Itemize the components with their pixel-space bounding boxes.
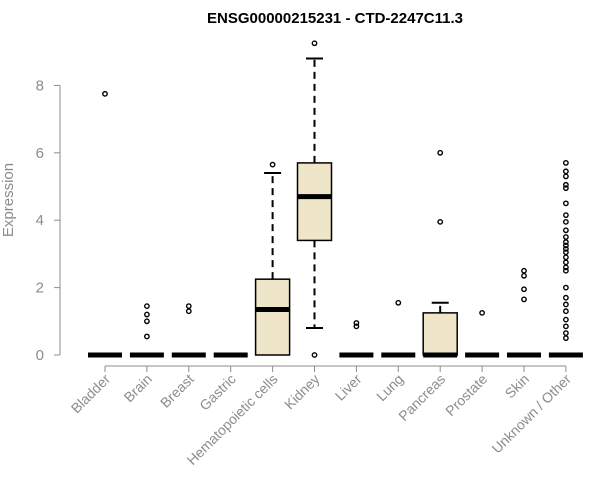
x-tick-label: Prostate xyxy=(442,371,490,419)
box-group xyxy=(422,149,458,358)
x-tick-label: Pancreas xyxy=(395,371,448,424)
outlier-point xyxy=(521,286,527,293)
box-group xyxy=(296,40,333,358)
outlier-point xyxy=(521,267,527,274)
outlier-point xyxy=(563,254,569,261)
outlier-point xyxy=(311,352,318,358)
box-group xyxy=(339,320,374,358)
outlier-point xyxy=(353,323,360,330)
outlier-point xyxy=(353,320,360,326)
outlier-point xyxy=(563,330,569,336)
x-tick-label: Breast xyxy=(157,371,197,411)
outlier-point xyxy=(563,323,569,330)
outlier-point xyxy=(479,309,485,316)
outlier-point xyxy=(521,272,527,279)
outlier-point xyxy=(269,161,276,168)
outlier-point xyxy=(563,335,569,342)
box-group xyxy=(507,267,541,358)
outlier-point xyxy=(563,234,569,240)
outlier-point xyxy=(563,242,569,249)
outlier-point xyxy=(437,149,444,156)
outlier-point xyxy=(563,245,569,252)
outlier-point xyxy=(437,218,444,225)
outlier-point xyxy=(143,333,150,340)
outlier-point xyxy=(185,303,192,310)
y-tick-label: 4 xyxy=(36,212,44,229)
outlier-point xyxy=(563,284,569,291)
outlier-point xyxy=(563,218,569,225)
y-axis-label: Expression xyxy=(0,163,17,237)
outlier-point xyxy=(143,311,150,318)
box-group xyxy=(171,303,206,358)
y-axis: 0 2 4 6 8 xyxy=(36,77,61,364)
outlier-point xyxy=(563,249,569,256)
outlier-point xyxy=(563,267,569,274)
outlier-point xyxy=(563,294,569,301)
outlier-point xyxy=(563,316,569,323)
outlier-point xyxy=(563,181,569,188)
box-group xyxy=(548,160,583,358)
outlier-point xyxy=(563,212,569,219)
outlier-point xyxy=(563,227,569,234)
outlier-point xyxy=(563,173,569,180)
outlier-point xyxy=(102,90,108,97)
outlier-point xyxy=(143,318,150,325)
y-tick-label: 6 xyxy=(36,145,44,162)
y-tick-label: 2 xyxy=(36,280,44,297)
outlier-point xyxy=(185,308,192,315)
outlier-point xyxy=(143,303,150,310)
box-group xyxy=(465,309,500,358)
x-tick-label: Kidney xyxy=(281,371,323,413)
plot-area xyxy=(88,40,583,358)
y-tick-label: 0 xyxy=(36,347,44,364)
outlier-point xyxy=(563,239,569,246)
x-tick-label: Skin xyxy=(502,371,533,402)
outlier-point xyxy=(563,185,569,192)
chart-title: ENSG00000215231 - CTD-2247C11.3 xyxy=(207,10,463,27)
outlier-point xyxy=(563,301,569,308)
x-tick-label: Liver xyxy=(332,371,365,404)
x-tick-label: Bladder xyxy=(68,371,114,417)
box xyxy=(254,278,291,356)
box-group xyxy=(88,90,122,358)
x-tick-label: Lung xyxy=(373,371,406,404)
box-group xyxy=(381,299,416,358)
outlier-point xyxy=(563,200,569,207)
outlier-point xyxy=(563,308,569,315)
outlier-point xyxy=(395,299,402,306)
x-tick-label: Unknown / Other xyxy=(488,371,574,457)
outlier-point xyxy=(563,259,569,266)
y-tick-label: 8 xyxy=(36,77,44,94)
box-group xyxy=(254,161,291,356)
outlier-point xyxy=(563,168,569,175)
outlier-point xyxy=(563,160,569,166)
outlier-point xyxy=(311,40,318,47)
outlier-point xyxy=(521,296,527,303)
x-tick-label: Brain xyxy=(121,371,155,405)
box xyxy=(422,312,458,356)
box xyxy=(296,162,333,242)
outlier-point xyxy=(563,264,569,271)
box-group xyxy=(129,303,164,358)
